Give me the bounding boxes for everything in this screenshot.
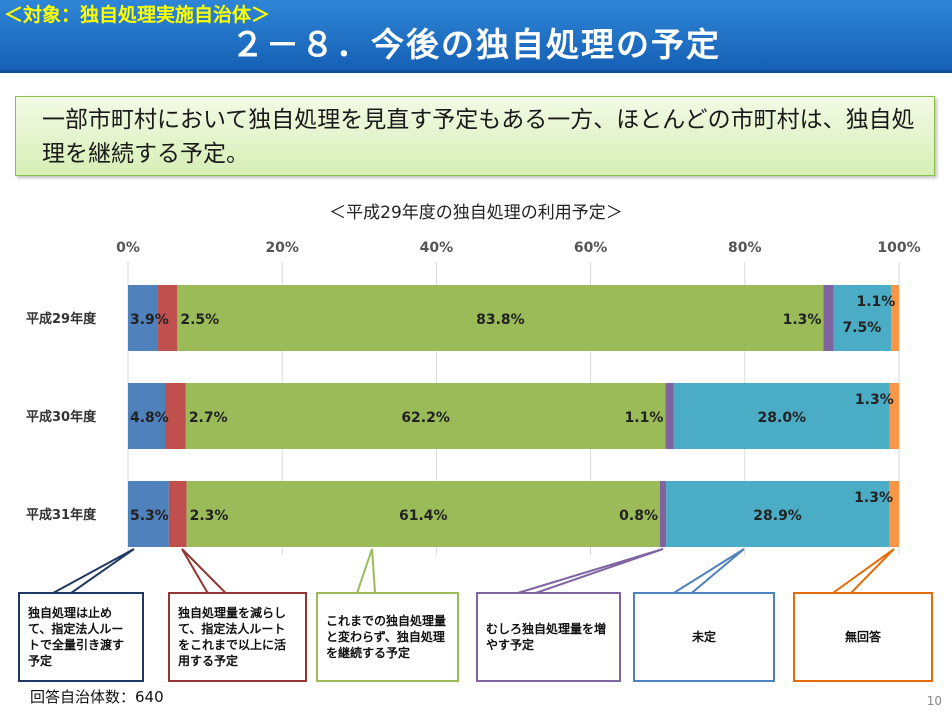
slide-header: ＜対象：独自処理実施自治体＞ ２－８．今後の独自処理の予定 xyxy=(0,0,952,73)
target-tag: ＜対象：独自処理実施自治体＞ xyxy=(4,4,271,26)
x-tick-label: 0% xyxy=(116,240,140,256)
data-label: 4.8% xyxy=(130,410,169,426)
legend-callout: 独自処理量を減らして、指定法人ルートをこれまで以上に活用する予定 xyxy=(168,592,307,682)
summary-text: 一部市町村において独自処理を見直す予定もある一方、ほとんどの市町村は、独自処理を… xyxy=(42,107,915,167)
x-tick-label: 80% xyxy=(728,240,762,256)
slide-title: ２－８．今後の独自処理の予定 xyxy=(231,25,721,64)
callout-pointer xyxy=(181,548,229,594)
bar-segment xyxy=(168,481,187,547)
data-label: 28.9% xyxy=(753,508,802,524)
bar-segment xyxy=(833,285,892,351)
bar-segment xyxy=(889,383,899,449)
data-label: 1.1% xyxy=(625,410,664,426)
page-number: 10 xyxy=(926,694,942,708)
bar-segment xyxy=(158,285,178,351)
data-label: 1.3% xyxy=(854,490,893,506)
x-tick-label: 20% xyxy=(265,240,299,256)
bar-segment xyxy=(666,481,889,547)
data-label: 2.7% xyxy=(189,410,228,426)
data-label: 7.5% xyxy=(842,320,881,336)
legend-callout: これまでの独自処理量と変わらず、独自処理を継続する予定 xyxy=(316,592,459,682)
x-tick-label: 100% xyxy=(877,240,920,256)
data-label: 61.4% xyxy=(399,508,448,524)
bar-segment xyxy=(659,481,667,547)
bar-segment xyxy=(891,285,899,351)
callout-pointer xyxy=(829,548,895,594)
data-label: 1.3% xyxy=(855,392,894,408)
data-label: 0.8% xyxy=(619,508,658,524)
bar-segment xyxy=(177,285,824,351)
legend-callout: 無回答 xyxy=(793,592,933,682)
bar-segment xyxy=(128,383,166,449)
data-label: 28.0% xyxy=(758,410,807,426)
data-label: 62.2% xyxy=(401,410,450,426)
bar-segment xyxy=(185,383,666,449)
category-label: 平成30年度 xyxy=(26,409,97,425)
callout-pointer xyxy=(517,548,664,594)
legend-callout: むしろ独自処理量を増やす予定 xyxy=(476,592,621,682)
bar-segment xyxy=(128,285,159,351)
callout-pointer xyxy=(52,548,135,594)
bar-segment xyxy=(165,383,186,449)
callout-pointer xyxy=(355,548,377,594)
legend-callout: 独自処理は止めて、指定法人ルートで全量引き渡す予定 xyxy=(18,592,144,682)
x-tick-label: 60% xyxy=(574,240,608,256)
data-label: 5.3% xyxy=(130,508,169,524)
data-label: 2.3% xyxy=(190,508,229,524)
category-label: 平成31年度 xyxy=(26,507,97,523)
data-label: 3.9% xyxy=(130,312,169,328)
bar-segment xyxy=(665,383,674,449)
chart-title: ＜平成29年度の独自処理の利用予定＞ xyxy=(329,203,623,223)
summary-box: 一部市町村において独自処理を見直す予定もある一方、ほとんどの市町村は、独自処理を… xyxy=(15,96,935,176)
x-tick-label: 40% xyxy=(420,240,454,256)
data-label: 83.8% xyxy=(476,312,525,328)
bar-segment xyxy=(186,481,660,547)
callout-pointer xyxy=(670,548,745,594)
data-label: 1.3% xyxy=(783,312,822,328)
bar-segment xyxy=(823,285,834,351)
bar-segment xyxy=(673,383,890,449)
respondent-count: 回答自治体数：640 xyxy=(30,688,164,706)
category-label: 平成29年度 xyxy=(26,311,97,327)
bar-segment xyxy=(128,481,169,547)
legend-callout: 未定 xyxy=(633,592,775,682)
bar-segment xyxy=(888,481,899,547)
data-label: 1.1% xyxy=(856,294,895,310)
data-label: 2.5% xyxy=(180,312,219,328)
